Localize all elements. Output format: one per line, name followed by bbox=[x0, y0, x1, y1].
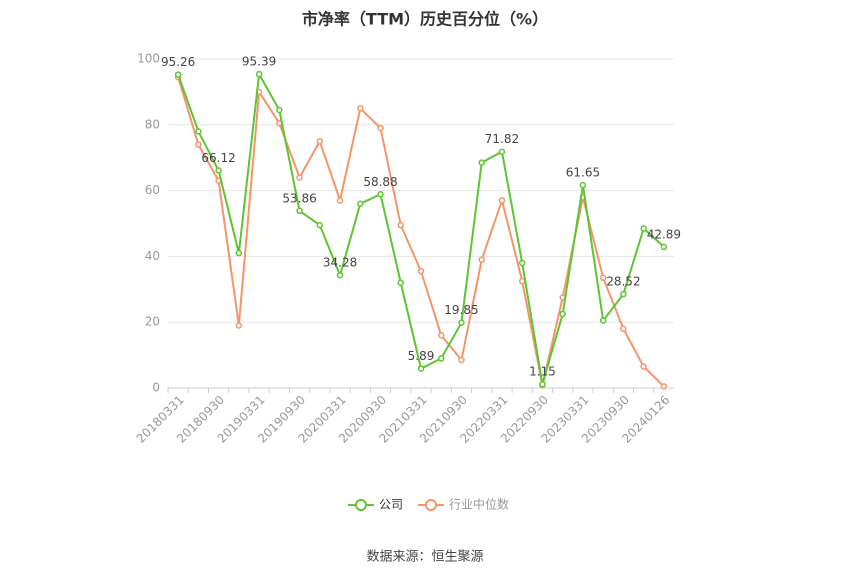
data-label: 19.85 bbox=[444, 303, 478, 317]
y-tick-label: 80 bbox=[145, 117, 160, 131]
y-tick-label: 40 bbox=[145, 249, 160, 263]
point bbox=[357, 200, 364, 208]
data-label: 34.28 bbox=[323, 256, 357, 270]
point bbox=[316, 138, 324, 145]
point bbox=[377, 191, 384, 198]
point bbox=[437, 355, 445, 362]
point bbox=[498, 197, 506, 204]
point bbox=[255, 70, 263, 78]
data-label: 28.52 bbox=[606, 275, 640, 289]
point bbox=[195, 128, 202, 135]
point bbox=[377, 124, 384, 132]
point bbox=[357, 105, 364, 112]
point bbox=[417, 365, 425, 372]
source-note: 数据来源：恒生聚源 bbox=[366, 550, 483, 565]
point bbox=[296, 174, 303, 181]
data-label: 95.26 bbox=[161, 55, 195, 69]
point bbox=[235, 322, 243, 329]
point bbox=[235, 249, 243, 257]
point bbox=[559, 310, 566, 318]
point bbox=[518, 259, 526, 267]
point bbox=[660, 243, 668, 251]
y-tick-label: 60 bbox=[145, 183, 160, 197]
point bbox=[397, 221, 405, 229]
point bbox=[195, 141, 202, 148]
data-label: 53.86 bbox=[282, 191, 316, 205]
point bbox=[276, 106, 283, 114]
point bbox=[458, 319, 465, 326]
legend-label: 公司 bbox=[379, 498, 403, 512]
point bbox=[640, 363, 647, 370]
series-line bbox=[177, 76, 665, 388]
point bbox=[397, 279, 405, 286]
data-label: 61.65 bbox=[566, 166, 600, 180]
data-label: 71.82 bbox=[485, 132, 519, 146]
point bbox=[316, 221, 324, 229]
point bbox=[215, 167, 222, 174]
point bbox=[336, 197, 344, 204]
point bbox=[174, 71, 182, 78]
data-label: 66.12 bbox=[201, 151, 235, 165]
legend-marker bbox=[425, 499, 437, 511]
point bbox=[579, 181, 587, 189]
data-label: 42.89 bbox=[647, 227, 681, 241]
data-label: 95.39 bbox=[242, 55, 276, 69]
point bbox=[640, 225, 647, 232]
point bbox=[599, 317, 607, 324]
data-label: 1.15 bbox=[529, 365, 556, 379]
data-label: 58.88 bbox=[363, 175, 397, 189]
legend-label: 行业中位数 bbox=[449, 497, 509, 512]
point bbox=[478, 159, 485, 166]
y-tick-label: 0 bbox=[152, 381, 160, 395]
point bbox=[599, 274, 607, 282]
data-label: 5.89 bbox=[408, 349, 435, 363]
point bbox=[478, 256, 485, 263]
legend-marker bbox=[355, 499, 367, 511]
point bbox=[539, 380, 546, 388]
y-tick-label: 100 bbox=[137, 52, 160, 66]
point bbox=[437, 332, 445, 339]
point bbox=[296, 207, 303, 215]
point bbox=[498, 148, 506, 155]
y-tick-label: 20 bbox=[145, 315, 160, 329]
chart-title: 市净率（TTM）历史百分位（%） bbox=[302, 10, 548, 29]
point bbox=[417, 267, 425, 275]
point bbox=[620, 290, 627, 298]
point bbox=[660, 383, 668, 390]
point bbox=[620, 325, 627, 333]
point bbox=[336, 271, 344, 279]
point bbox=[458, 356, 465, 364]
